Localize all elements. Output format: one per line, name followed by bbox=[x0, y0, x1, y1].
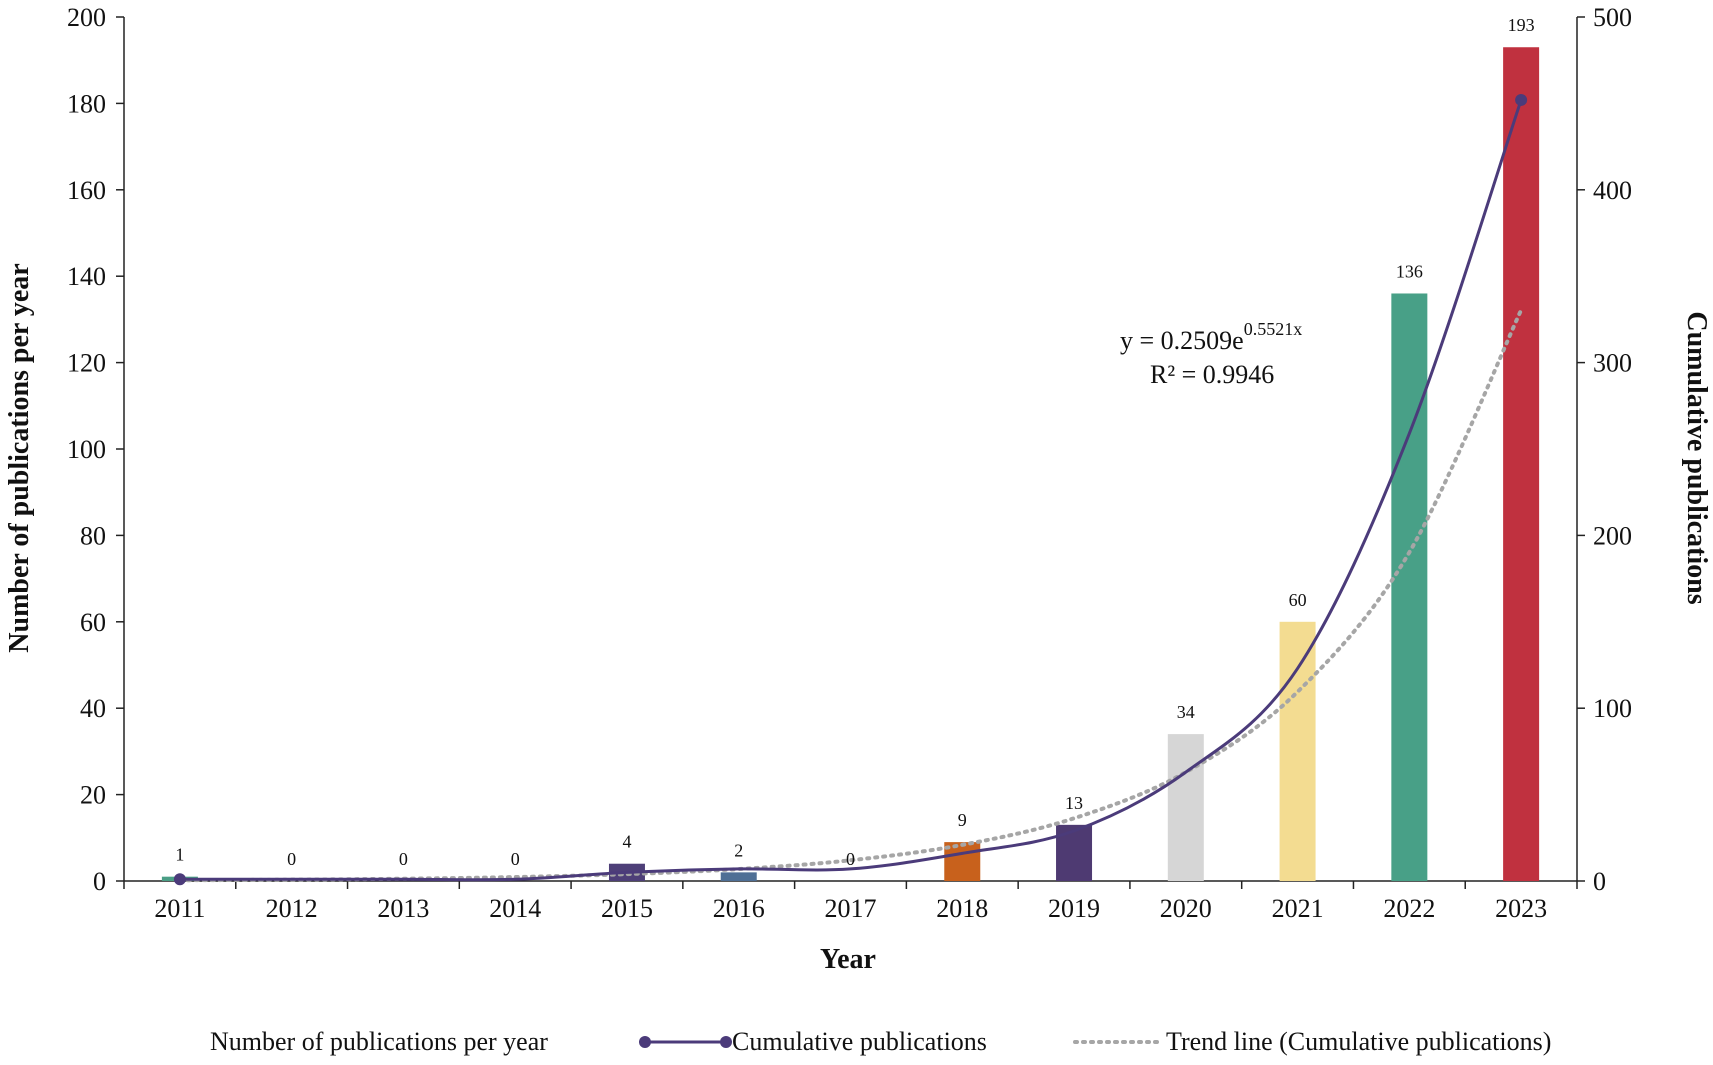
x-axis-title: Year bbox=[820, 944, 876, 975]
y2-tick-label: 400 bbox=[1593, 176, 1632, 205]
x-tick-label: 2018 bbox=[936, 894, 988, 923]
bar-value-label: 9 bbox=[958, 810, 967, 830]
y2-tick-label: 0 bbox=[1593, 867, 1606, 896]
x-tick-label: 2020 bbox=[1160, 894, 1212, 923]
y-tick-label: 140 bbox=[67, 262, 106, 291]
bar-value-label: 136 bbox=[1396, 261, 1423, 281]
y-axis-title: Number of publications per year bbox=[4, 263, 35, 652]
x-tick-label: 2012 bbox=[266, 894, 318, 923]
y-tick-label: 0 bbox=[93, 867, 106, 896]
trend-equation: y = 0.2509e0.5521x bbox=[1120, 319, 1302, 355]
x-tick-label: 2023 bbox=[1495, 894, 1547, 923]
bar-2016 bbox=[720, 872, 757, 881]
x-tick-label: 2021 bbox=[1272, 894, 1324, 923]
bar-value-label: 0 bbox=[399, 849, 408, 869]
y-tick-label: 100 bbox=[67, 435, 106, 464]
data-labels-layer: 1 0 0 0 4 2 0 9 13 34 60 136 193 bbox=[175, 15, 1534, 869]
y-tick-label: 120 bbox=[67, 349, 106, 378]
y2-tick-label: 500 bbox=[1593, 3, 1632, 32]
bars-layer bbox=[161, 47, 1540, 882]
y2-tick-label: 300 bbox=[1593, 349, 1632, 378]
bar-2020 bbox=[1167, 734, 1204, 881]
bar-value-label: 2 bbox=[734, 840, 743, 860]
y-tick-label: 20 bbox=[80, 781, 106, 810]
legend: Number of publications per year Cumulati… bbox=[210, 1027, 1551, 1056]
cumulative-line bbox=[179, 99, 1523, 882]
x-tick-label: 2015 bbox=[601, 894, 653, 923]
lines-layer bbox=[173, 93, 1528, 886]
bar-value-label: 13 bbox=[1065, 793, 1083, 813]
x-tick-label: 2017 bbox=[825, 894, 877, 923]
trend-equation-base: y = 0.2509e bbox=[1120, 326, 1244, 355]
y-tick-label: 200 bbox=[67, 3, 106, 32]
y2-tick-label: 100 bbox=[1593, 694, 1632, 723]
bar-2022 bbox=[1391, 293, 1428, 882]
x-tick-label: 2016 bbox=[713, 894, 765, 923]
legend-cumulative-marker-end bbox=[720, 1036, 732, 1048]
bar-value-label: 193 bbox=[1508, 15, 1535, 35]
bar-value-label: 1 bbox=[175, 845, 184, 865]
legend-item-cumulative: Cumulative publications bbox=[732, 1027, 987, 1056]
bar-value-label: 0 bbox=[846, 849, 855, 869]
x-tick-label: 2014 bbox=[489, 894, 541, 923]
bar-value-label: 4 bbox=[622, 832, 631, 852]
y-tick-label: 80 bbox=[80, 521, 106, 550]
axes-layer: 0204060801001201401601802000100200300400… bbox=[67, 3, 1632, 923]
x-tick-label: 2011 bbox=[154, 894, 205, 923]
legend-item-bars: Number of publications per year bbox=[210, 1027, 548, 1056]
y-tick-label: 60 bbox=[80, 608, 106, 637]
bar-2023 bbox=[1503, 47, 1540, 882]
legend-item-trend: Trend line (Cumulative publications) bbox=[1166, 1027, 1551, 1056]
x-tick-label: 2013 bbox=[377, 894, 429, 923]
bar-value-label: 34 bbox=[1177, 702, 1195, 722]
x-tick-label: 2022 bbox=[1383, 894, 1435, 923]
cumulative-marker-2011 bbox=[173, 873, 186, 886]
y-tick-label: 180 bbox=[67, 89, 106, 118]
trend-equation-exponent: 0.5521x bbox=[1244, 319, 1303, 339]
bar-value-label: 0 bbox=[511, 849, 520, 869]
legend-cumulative-marker-start bbox=[639, 1036, 651, 1048]
cumulative-marker-2023 bbox=[1515, 93, 1528, 106]
bar-2021 bbox=[1279, 621, 1316, 881]
y2-tick-label: 200 bbox=[1593, 521, 1632, 550]
y-tick-label: 160 bbox=[67, 176, 106, 205]
y2-axis-title: Cumulative publications bbox=[1681, 311, 1712, 604]
trend-line bbox=[177, 308, 1524, 883]
x-tick-label: 2019 bbox=[1048, 894, 1100, 923]
bar-value-label: 60 bbox=[1289, 590, 1307, 610]
bar-2018 bbox=[944, 842, 981, 881]
bar-2019 bbox=[1056, 824, 1093, 881]
y-tick-label: 40 bbox=[80, 694, 106, 723]
trend-r-squared: R² = 0.9946 bbox=[1150, 360, 1274, 389]
bar-value-label: 0 bbox=[287, 849, 296, 869]
